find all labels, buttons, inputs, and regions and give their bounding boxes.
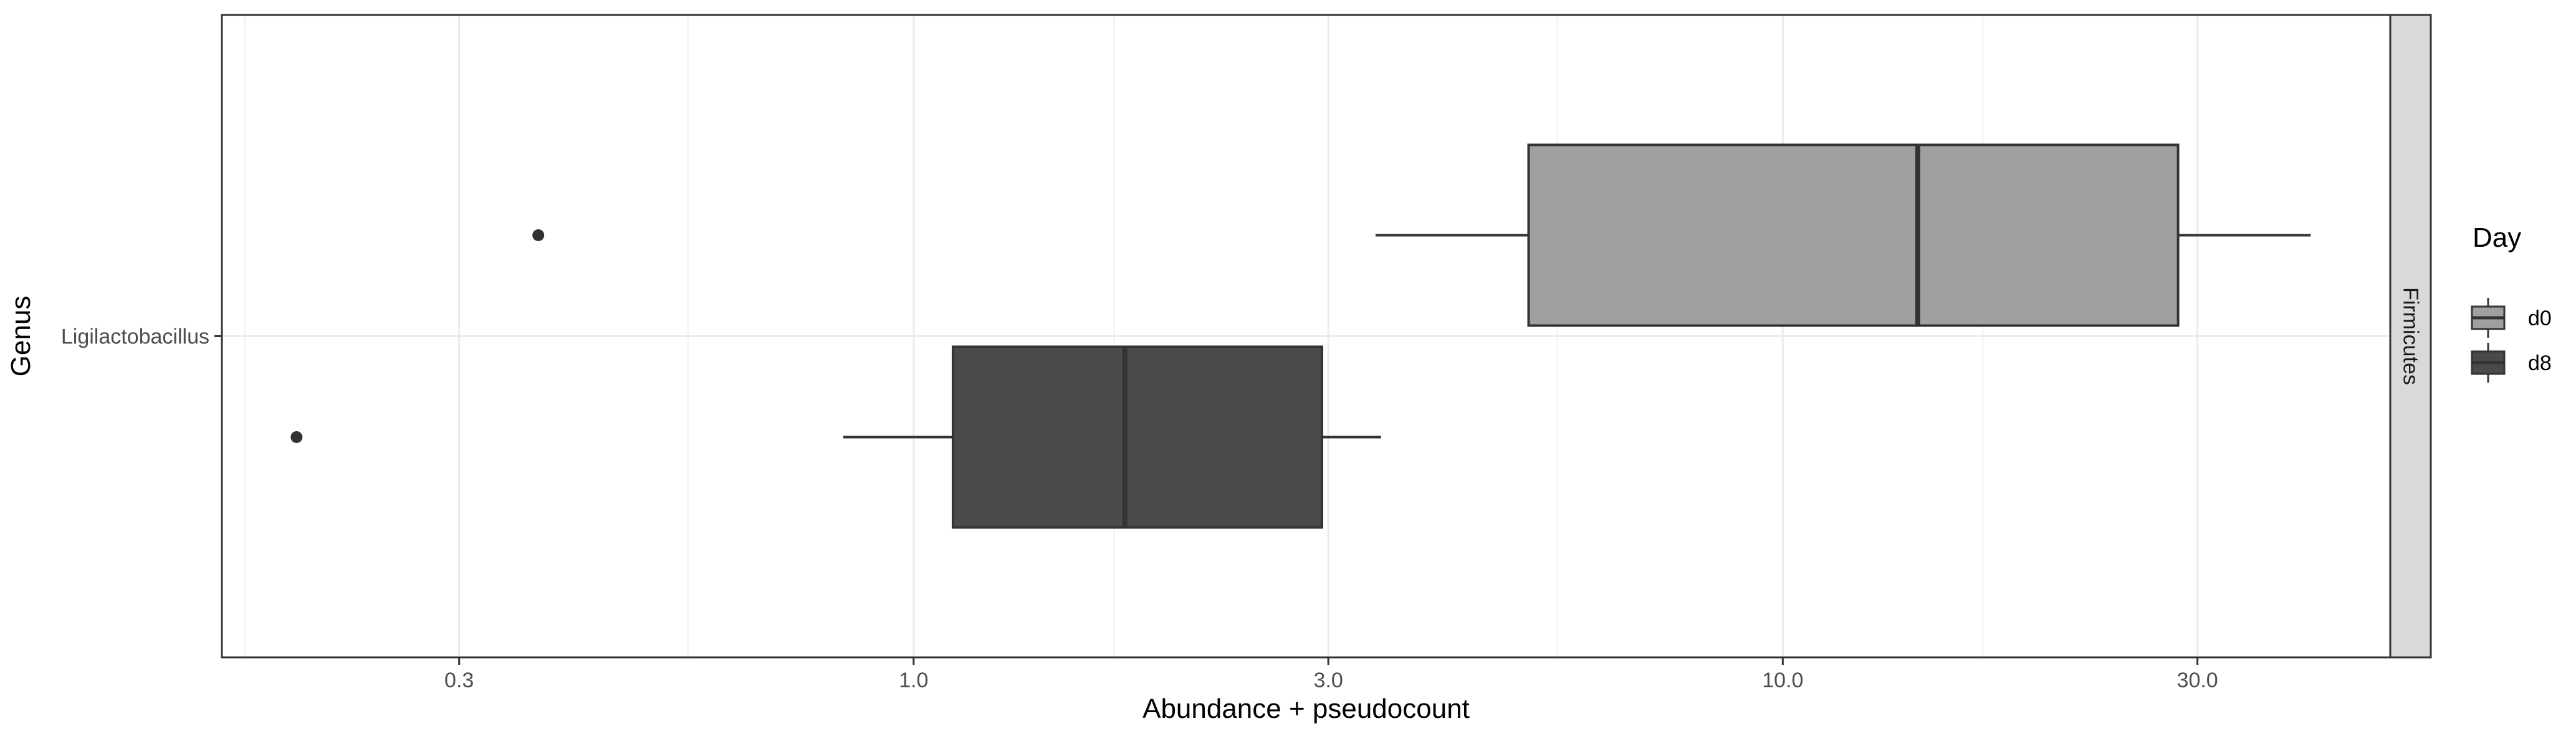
box-iqr — [952, 345, 1323, 529]
legend-label-d8: d8 — [2528, 351, 2552, 375]
outlier-point — [532, 229, 545, 241]
facet-strip-background — [2389, 14, 2432, 659]
legend: Day d0 d8 — [2471, 222, 2552, 383]
boxplot-d8 — [290, 345, 1381, 529]
boxplot-series — [290, 143, 2311, 529]
x-axis-ticks: 0.3 1.0 3.0 10.0 30.0 — [444, 657, 2218, 692]
facet-strip-label: Firmicutes — [2399, 287, 2423, 385]
outlier-point — [290, 431, 303, 443]
box-iqr — [1527, 143, 2180, 327]
y-axis-ticks: Ligilactobacillus — [61, 325, 222, 349]
facet-strip: Firmicutes — [2389, 14, 2432, 659]
x-tick-label: 3.0 — [1314, 669, 1343, 692]
y-axis-title: Genus — [6, 296, 36, 377]
x-tick-label: 1.0 — [899, 669, 928, 692]
x-tick-label: 0.3 — [444, 669, 474, 692]
x-tick-label: 30.0 — [2177, 669, 2218, 692]
x-tick-label: 10.0 — [1762, 669, 1803, 692]
legend-label-d0: d0 — [2528, 307, 2552, 330]
x-axis-title: Abundance + pseudocount — [1142, 694, 1470, 724]
legend-title: Day — [2473, 222, 2521, 253]
y-tick-label: Ligilactobacillus — [61, 325, 209, 349]
boxplot-d0 — [532, 143, 2311, 327]
major-gridlines — [222, 15, 2390, 657]
